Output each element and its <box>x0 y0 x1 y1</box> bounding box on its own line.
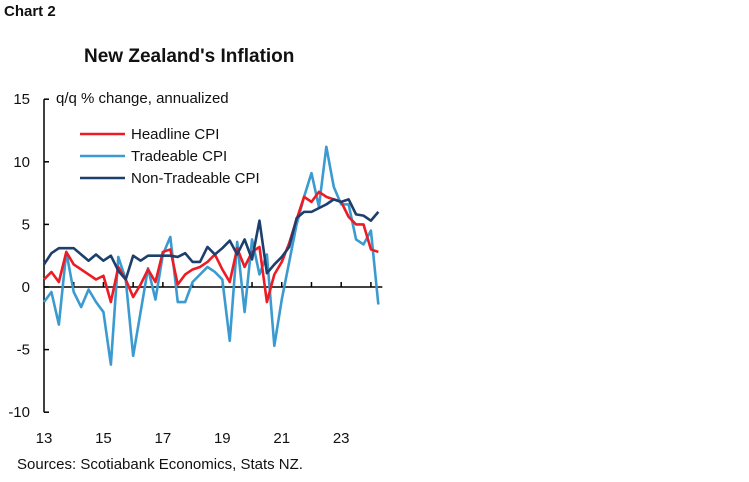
y-tick-label: 0 <box>22 279 30 296</box>
y-tick-label: 5 <box>22 216 30 233</box>
x-tick-label: 23 <box>333 430 350 447</box>
series-line-tradeable-cpi <box>42 145 380 366</box>
y-axis-label: q/q % change, annualized <box>56 90 229 107</box>
y-tick-label: 15 <box>13 91 30 108</box>
x-tick-label: 17 <box>155 430 172 447</box>
legend-label: Tradeable CPI <box>131 148 227 165</box>
legend-label: Headline CPI <box>131 126 219 143</box>
x-tick-label: 13 <box>36 430 53 447</box>
series-line-non-tradeable-cpi <box>42 198 380 281</box>
series-line-headline-cpi <box>43 190 379 304</box>
y-tick-label: -5 <box>17 342 30 359</box>
chart-title: New Zealand's Inflation <box>84 46 295 67</box>
x-tick-label: 21 <box>273 430 290 447</box>
figure-label: Chart 2 <box>4 3 56 20</box>
legend-label: Non-Tradeable CPI <box>131 170 260 187</box>
source-note: Sources: Scotiabank Economics, Stats NZ. <box>17 456 303 473</box>
y-tick-label: -10 <box>8 404 30 421</box>
x-tick-label: 15 <box>95 430 112 447</box>
y-tick-label: 10 <box>13 154 30 171</box>
x-tick-label: 19 <box>214 430 231 447</box>
